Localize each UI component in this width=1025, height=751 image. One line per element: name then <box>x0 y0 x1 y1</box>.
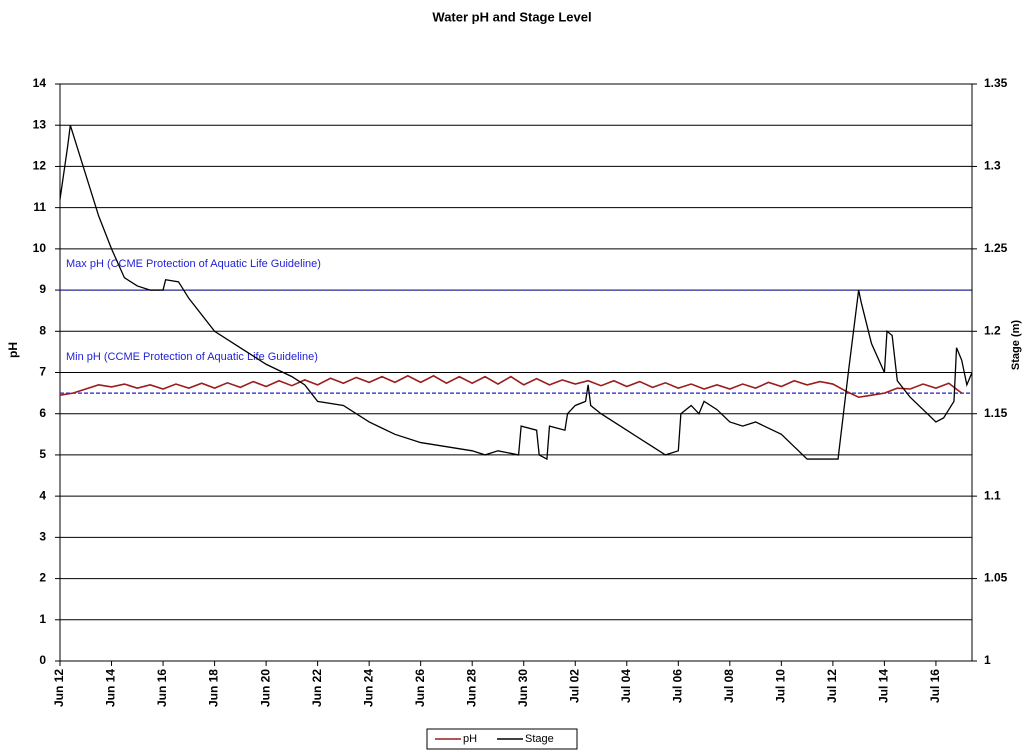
y-tick-label: 5 <box>39 447 46 461</box>
legend-label: pH <box>463 733 477 745</box>
y2-tick-label: 1.25 <box>984 241 1008 255</box>
x-tick-label: Jun 30 <box>516 669 530 707</box>
x-tick-label: Jul 04 <box>619 669 633 703</box>
y-tick-label: 6 <box>39 406 46 420</box>
x-tick-label: Jun 26 <box>413 669 427 707</box>
y2-tick-label: 1.2 <box>984 323 1001 337</box>
y-tick-label: 1 <box>39 612 46 626</box>
x-tick-label: Jul 08 <box>722 669 736 703</box>
y2-axis-label: Stage (m) <box>1010 320 1022 370</box>
y2-tick-label: 1.35 <box>984 76 1008 90</box>
x-tick-label: Jun 16 <box>155 669 169 707</box>
x-tick-label: Jul 06 <box>670 669 684 703</box>
reference-label: Max pH (CCME Protection of Aquatic Life … <box>66 258 321 270</box>
y-tick-label: 14 <box>33 76 47 90</box>
y-tick-label: 8 <box>39 323 46 337</box>
x-tick-label: Jul 10 <box>774 669 788 703</box>
x-tick-label: Jul 16 <box>928 669 942 703</box>
series-line <box>59 125 973 461</box>
x-tick-label: Jun 12 <box>52 669 66 707</box>
y2-tick-label: 1.3 <box>984 159 1001 173</box>
y-tick-label: 0 <box>39 653 46 667</box>
y2-tick-label: 1.1 <box>984 488 1001 502</box>
y-tick-label: 7 <box>39 365 46 379</box>
y2-tick-label: 1.05 <box>984 571 1008 585</box>
x-tick-label: Jun 20 <box>258 669 272 707</box>
y-tick-label: 10 <box>33 241 47 255</box>
x-tick-label: Jun 14 <box>104 669 118 707</box>
chart-title: Water pH and Stage Level <box>432 9 591 24</box>
y2-tick-label: 1.15 <box>984 406 1008 420</box>
x-tick-label: Jun 18 <box>207 669 221 707</box>
y-tick-label: 11 <box>33 200 46 214</box>
x-tick-label: Jul 02 <box>567 669 581 703</box>
x-tick-label: Jul 12 <box>825 669 839 703</box>
y-tick-label: 3 <box>39 530 46 544</box>
y-tick-label: 13 <box>33 117 47 131</box>
y-tick-label: 9 <box>39 282 46 296</box>
reference-label: Min pH (CCME Protection of Aquatic Life … <box>66 351 318 363</box>
x-tick-label: Jun 22 <box>310 669 324 707</box>
y-tick-label: 2 <box>39 571 46 585</box>
y2-tick-label: 1 <box>984 653 991 667</box>
x-tick-label: Jul 14 <box>877 669 891 703</box>
x-tick-label: Jun 24 <box>361 669 375 707</box>
x-tick-label: Jun 28 <box>464 669 478 707</box>
y-tick-label: 4 <box>39 488 46 502</box>
y-axis-label: pH <box>6 342 20 358</box>
legend-label: Stage <box>525 733 554 745</box>
series-line <box>59 374 963 399</box>
y-tick-label: 12 <box>33 159 47 173</box>
